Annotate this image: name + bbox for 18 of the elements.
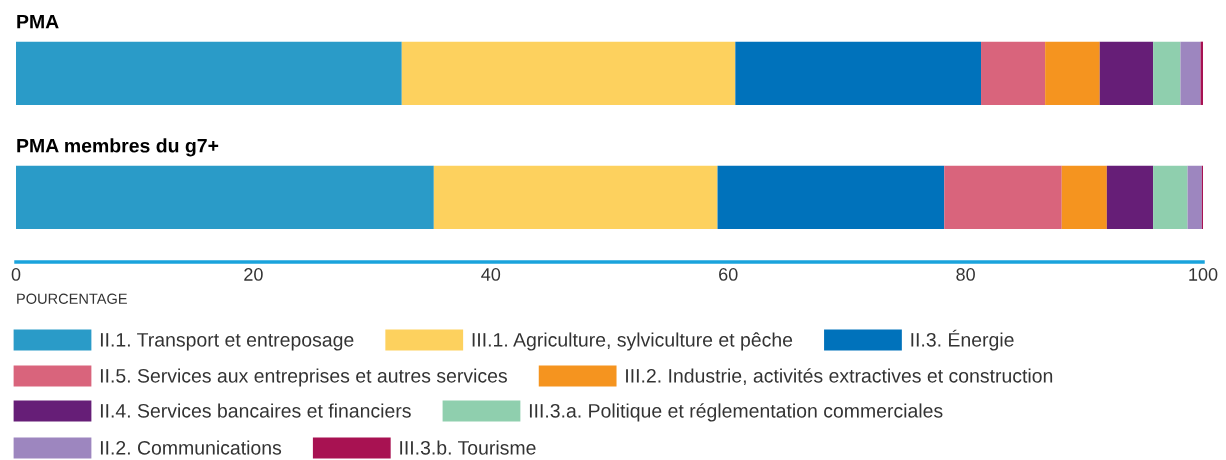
legend-label: II.4. Services bancaires et financiers	[100, 403, 411, 418]
legend-label: III.3.b. Tourisme	[400, 440, 536, 455]
x-tick-label: 60	[719, 268, 738, 281]
legend-label: II.3. Énergie	[911, 329, 1014, 351]
legend-label: III.3.a. Politique et réglementation commerciales	[529, 403, 943, 422]
x-tick-label: 80	[956, 268, 975, 281]
y-tick-label: PMA	[17, 14, 59, 29]
legend-label: III.2. Industrie, activités extractives et construction	[626, 368, 1053, 385]
y-tick-label: PMA membres du g7+	[17, 138, 219, 157]
x-tick-label: 0	[11, 268, 21, 281]
x-tick-label: 40	[481, 268, 501, 281]
x-axis-title: POURCENTAGE	[17, 293, 127, 304]
legend-label: II.1. Transport et entreposage	[100, 333, 354, 351]
legend-label: II.2. Communications	[100, 440, 282, 455]
x-tick-label: 20	[244, 268, 263, 281]
legend-label: III.1. Agriculture, sylviculture et pêche	[472, 332, 793, 351]
legend-label: II.5. Services aux entreprises et autres services	[100, 368, 507, 387]
x-tick-label: 100	[1189, 268, 1218, 281]
